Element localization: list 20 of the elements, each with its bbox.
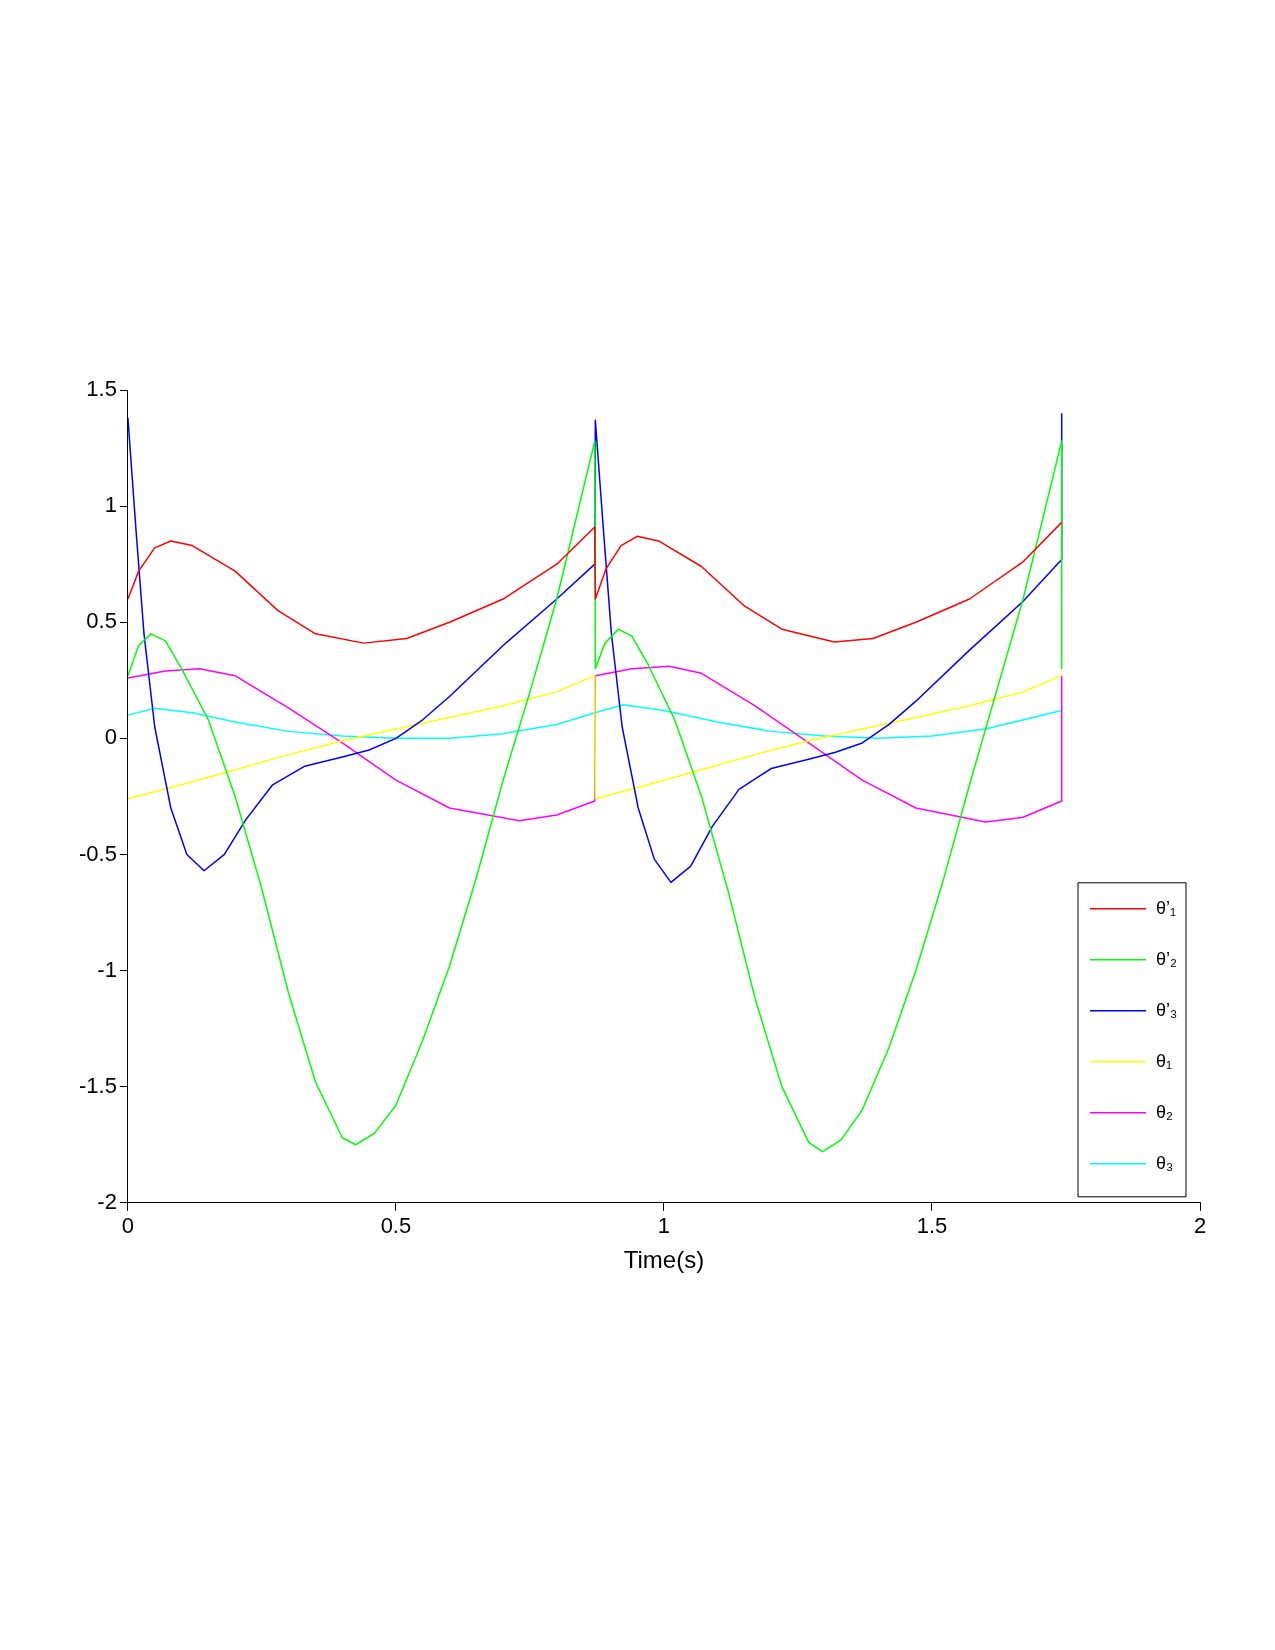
x-tick-label: 0.5 bbox=[380, 1213, 412, 1239]
legend-label: θ’₁ bbox=[1156, 897, 1177, 918]
legend-label: θ’₂ bbox=[1156, 948, 1178, 969]
y-tick-label: 1.5 bbox=[86, 376, 117, 402]
x-tick-label: 0 bbox=[121, 1213, 135, 1239]
y-tick-label: -0.5 bbox=[78, 840, 117, 866]
x-tick-label: 2 bbox=[1193, 1213, 1207, 1239]
y-tick-label: 0.5 bbox=[86, 608, 117, 634]
x-tick-label: 1 bbox=[657, 1213, 671, 1239]
legend-label: θ₁ bbox=[1156, 1050, 1173, 1071]
legend-label: θ₂ bbox=[1156, 1101, 1174, 1122]
x-axis-title: Time(s) bbox=[623, 1246, 705, 1274]
y-tick-label: -1 bbox=[97, 956, 117, 982]
x-tick-label: 1.5 bbox=[916, 1213, 948, 1239]
legend-label: θ’₃ bbox=[1156, 999, 1178, 1020]
y-tick-label: -2 bbox=[97, 1188, 117, 1214]
legend-label: θ₃ bbox=[1156, 1152, 1174, 1173]
y-tick-label: 0 bbox=[104, 724, 117, 750]
y-tick-label: -1.5 bbox=[78, 1072, 117, 1098]
y-tick-label: 1 bbox=[104, 492, 117, 518]
